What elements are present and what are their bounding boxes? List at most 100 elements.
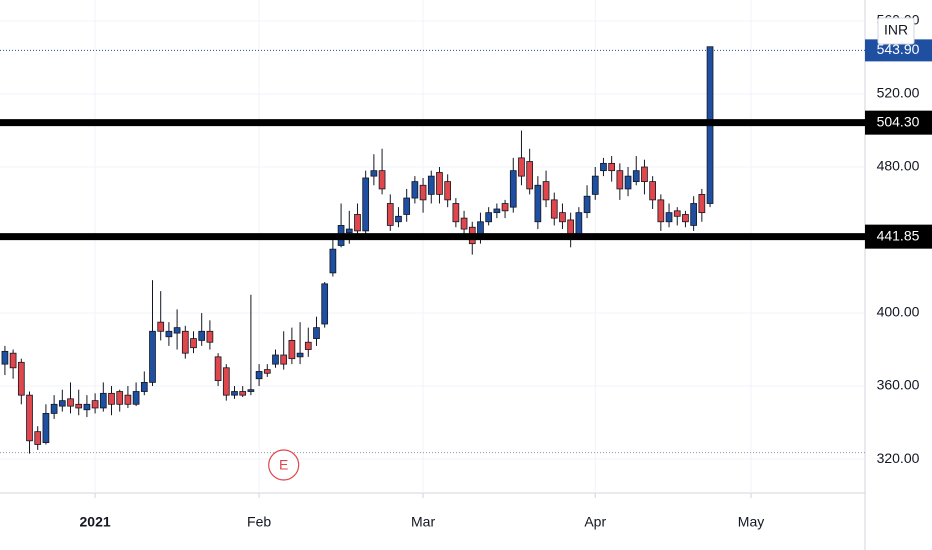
event-marker <box>268 449 300 481</box>
candle-body <box>378 170 386 190</box>
candle-body <box>247 389 255 392</box>
candle-body <box>345 228 353 234</box>
y-tick-label: 400.00 <box>877 304 920 320</box>
candle-body <box>411 181 419 199</box>
last-price-box <box>865 39 932 62</box>
event-label: E <box>279 457 288 473</box>
candle-body <box>157 321 165 332</box>
candle-body <box>272 354 279 365</box>
candle-body <box>140 381 148 392</box>
level-label: 504.30 <box>877 113 920 129</box>
candle-body <box>149 330 156 383</box>
candle-body <box>165 330 173 338</box>
candle-body <box>190 338 197 349</box>
candle-body <box>206 330 214 343</box>
y-tick-label: 360.00 <box>877 377 920 393</box>
level-label: 441.85 <box>877 227 920 243</box>
x-tick-label: Apr <box>584 514 606 530</box>
candle-body <box>26 394 33 442</box>
candle-body <box>263 369 271 374</box>
candle-body <box>534 184 542 223</box>
candle-body <box>526 161 534 190</box>
candle-body <box>124 394 132 405</box>
candle-body <box>509 170 517 208</box>
x-tick-label: Feb <box>247 514 271 530</box>
candle-body <box>403 197 411 215</box>
candle-body <box>485 212 493 223</box>
candle-body <box>575 212 583 237</box>
candle-body <box>34 431 42 445</box>
candle-body <box>231 391 238 396</box>
candle-body <box>600 162 607 172</box>
candle-body <box>386 203 394 226</box>
candle-body <box>214 356 222 381</box>
candle-body <box>181 330 189 354</box>
candle-body <box>296 352 304 358</box>
candle-body <box>255 371 263 380</box>
candle-body <box>239 391 247 396</box>
candle-body <box>444 181 452 201</box>
candle-body <box>608 162 616 172</box>
candle-body <box>624 175 632 190</box>
candle-body <box>665 212 673 223</box>
candle-body <box>493 208 501 214</box>
candle-body <box>280 354 288 365</box>
candle-body <box>427 175 435 195</box>
candle-body <box>321 283 329 325</box>
candle-body <box>657 199 665 223</box>
candle-body <box>395 215 402 223</box>
x-tick-label: Mar <box>411 514 435 530</box>
candle-body <box>682 214 689 223</box>
candle-body <box>583 195 591 214</box>
candle-body <box>99 392 107 409</box>
candle-body <box>304 341 312 350</box>
candle-body <box>288 340 296 360</box>
candle-body <box>17 361 25 396</box>
candle-body <box>50 403 58 414</box>
candle-body <box>354 214 361 232</box>
candle-body <box>632 170 640 183</box>
candle-body <box>42 413 50 444</box>
candle-body <box>222 367 230 396</box>
candle-body <box>370 170 378 177</box>
y-tick-label: 520.00 <box>877 85 920 101</box>
candle-body <box>116 391 124 405</box>
y-tick-label: 480.00 <box>877 158 920 174</box>
candle-body <box>698 193 706 214</box>
candle-body <box>460 217 468 230</box>
candle-body <box>591 175 599 195</box>
candle-body <box>518 157 525 177</box>
candle-body <box>313 327 320 339</box>
candle-body <box>9 352 17 369</box>
candle-body <box>108 392 115 405</box>
x-tick-label: 2021 <box>80 514 111 530</box>
candle-body <box>132 391 140 405</box>
candle-body <box>616 170 624 190</box>
candle-body <box>83 403 91 411</box>
currency-label: INR <box>884 22 908 38</box>
plot-area <box>0 0 865 493</box>
candle-body <box>419 184 427 201</box>
candle-body <box>641 166 648 183</box>
candle-body <box>173 327 181 334</box>
candle-body <box>75 403 83 409</box>
candle-body <box>91 400 99 409</box>
candle-body <box>329 248 337 274</box>
level-box <box>865 224 932 249</box>
candle-body <box>690 203 697 226</box>
candle-body <box>198 330 206 341</box>
candle-body <box>501 203 509 212</box>
candle-body <box>673 210 681 217</box>
candle-body <box>362 177 370 232</box>
candle-body <box>649 181 656 201</box>
currency-box <box>877 17 915 45</box>
candle-body <box>452 203 460 223</box>
candle-body <box>542 181 550 201</box>
x-tick-label: May <box>738 514 764 530</box>
candle-body <box>1 350 9 365</box>
level-box <box>865 110 932 135</box>
last-price-label: 543.90 <box>877 41 920 57</box>
